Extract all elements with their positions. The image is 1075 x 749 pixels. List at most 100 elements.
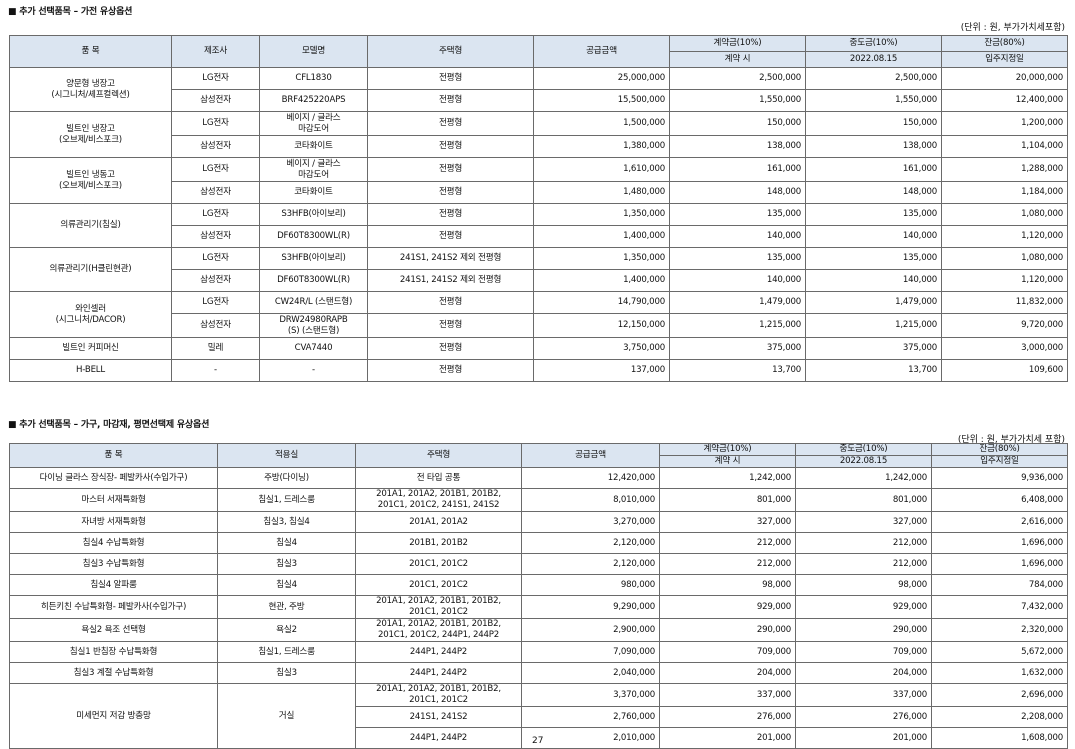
maker-cell: 삼성전자 [172, 314, 260, 338]
balance-amount-cell: 1,608,000 [932, 728, 1068, 749]
room-cell: 침실3 [218, 663, 356, 684]
middle-amount-cell: 1,242,000 [796, 468, 932, 489]
middle-amount-cell: 337,000 [796, 684, 932, 707]
contract-amount-cell: 327,000 [660, 512, 796, 533]
housing-cell: 전평형 [368, 226, 534, 248]
middle-amount-cell: 327,000 [796, 512, 932, 533]
supply-amount-cell: 1,350,000 [534, 204, 670, 226]
balance-amount-cell: 9,720,000 [942, 314, 1068, 338]
header-balance: 잔금(80%) [942, 36, 1068, 52]
model-cell: DF60T8300WL(R) [260, 270, 368, 292]
balance-amount-cell: 11,832,000 [942, 292, 1068, 314]
housing-cell: 전평형 [368, 360, 534, 382]
header-room: 적용실 [218, 444, 356, 468]
balance-amount-cell: 7,432,000 [932, 596, 1068, 619]
maker-cell: 삼성전자 [172, 136, 260, 158]
contract-amount-cell: 276,000 [660, 707, 796, 728]
item-name-cell: H-BELL [10, 360, 172, 382]
middle-amount-cell: 276,000 [796, 707, 932, 728]
item-name-cell: 양문형 냉장고(시그니처/셰프컬렉션) [10, 68, 172, 112]
header-supply: 공급금액 [522, 444, 660, 468]
header-middle: 중도금(10%) [806, 36, 942, 52]
balance-amount-cell: 2,616,000 [932, 512, 1068, 533]
housing-cell: 244P1, 244P2 [356, 663, 522, 684]
item-name-cell: 침실3 수납특화형 [10, 554, 218, 575]
contract-amount-cell: 135,000 [670, 248, 806, 270]
section1-unit-note: (단위 : 원, 부가가치세포함) [961, 20, 1065, 33]
header-middle-sub: 2022.08.15 [806, 52, 942, 68]
middle-amount-cell: 1,479,000 [806, 292, 942, 314]
supply-amount-cell: 12,150,000 [534, 314, 670, 338]
supply-amount-cell: 1,400,000 [534, 226, 670, 248]
contract-amount-cell: 161,000 [670, 158, 806, 182]
balance-amount-cell: 20,000,000 [942, 68, 1068, 90]
item-name-cell: 침실4 알파룸 [10, 575, 218, 596]
supply-amount-cell: 7,090,000 [522, 642, 660, 663]
contract-amount-cell: 2,500,000 [670, 68, 806, 90]
contract-amount-cell: 801,000 [660, 489, 796, 512]
maker-cell: 삼성전자 [172, 270, 260, 292]
maker-cell: LG전자 [172, 158, 260, 182]
supply-amount-cell: 2,120,000 [522, 554, 660, 575]
room-cell: 욕실2 [218, 619, 356, 642]
balance-amount-cell: 1,184,000 [942, 182, 1068, 204]
section2-title: ■ 추가 선택품목 – 가구, 마감재, 평면선택제 유상옵션 [8, 417, 209, 430]
balance-amount-cell: 6,408,000 [932, 489, 1068, 512]
maker-cell: LG전자 [172, 204, 260, 226]
maker-cell: LG전자 [172, 292, 260, 314]
housing-cell: 전평형 [368, 68, 534, 90]
item-name-cell: 다이닝 글라스 장식장- 페발카사(수입가구) [10, 468, 218, 489]
contract-amount-cell: 709,000 [660, 642, 796, 663]
balance-amount-cell: 1,632,000 [932, 663, 1068, 684]
middle-amount-cell: 801,000 [796, 489, 932, 512]
contract-amount-cell: 212,000 [660, 533, 796, 554]
room-cell: 침실4 [218, 575, 356, 596]
supply-amount-cell: 1,380,000 [534, 136, 670, 158]
contract-amount-cell: 148,000 [670, 182, 806, 204]
supply-amount-cell: 1,500,000 [534, 112, 670, 136]
item-name-cell: 빌트인 냉장고(오브제/비스포크) [10, 112, 172, 158]
item-name-cell: 빌트인 커피머신 [10, 338, 172, 360]
housing-cell: 201A1, 201A2, 201B1, 201B2,201C1, 201C2,… [356, 619, 522, 642]
supply-amount-cell: 1,350,000 [534, 248, 670, 270]
header-balance-sub: 입주지정일 [932, 456, 1068, 468]
middle-amount-cell: 929,000 [796, 596, 932, 619]
middle-amount-cell: 204,000 [796, 663, 932, 684]
contract-amount-cell: 204,000 [660, 663, 796, 684]
balance-amount-cell: 784,000 [932, 575, 1068, 596]
supply-amount-cell: 3,370,000 [522, 684, 660, 707]
middle-amount-cell: 13,700 [806, 360, 942, 382]
supply-amount-cell: 12,420,000 [522, 468, 660, 489]
supply-amount-cell: 1,610,000 [534, 158, 670, 182]
contract-amount-cell: 201,000 [660, 728, 796, 749]
housing-cell: 244P1, 244P2 [356, 642, 522, 663]
supply-amount-cell: 1,480,000 [534, 182, 670, 204]
middle-amount-cell: 1,550,000 [806, 90, 942, 112]
housing-cell: 241S1, 241S2 [356, 707, 522, 728]
middle-amount-cell: 135,000 [806, 248, 942, 270]
supply-amount-cell: 9,290,000 [522, 596, 660, 619]
header-contract: 계약금(10%) [660, 444, 796, 456]
supply-amount-cell: 2,040,000 [522, 663, 660, 684]
maker-cell: LG전자 [172, 68, 260, 90]
balance-amount-cell: 1,696,000 [932, 533, 1068, 554]
room-cell: 침실3 [218, 554, 356, 575]
contract-amount-cell: 375,000 [670, 338, 806, 360]
header-balance-sub: 입주지정일 [942, 52, 1068, 68]
item-name-cell: 마스터 서재특화형 [10, 489, 218, 512]
middle-amount-cell: 138,000 [806, 136, 942, 158]
housing-cell: 전평형 [368, 338, 534, 360]
supply-amount-cell: 137,000 [534, 360, 670, 382]
